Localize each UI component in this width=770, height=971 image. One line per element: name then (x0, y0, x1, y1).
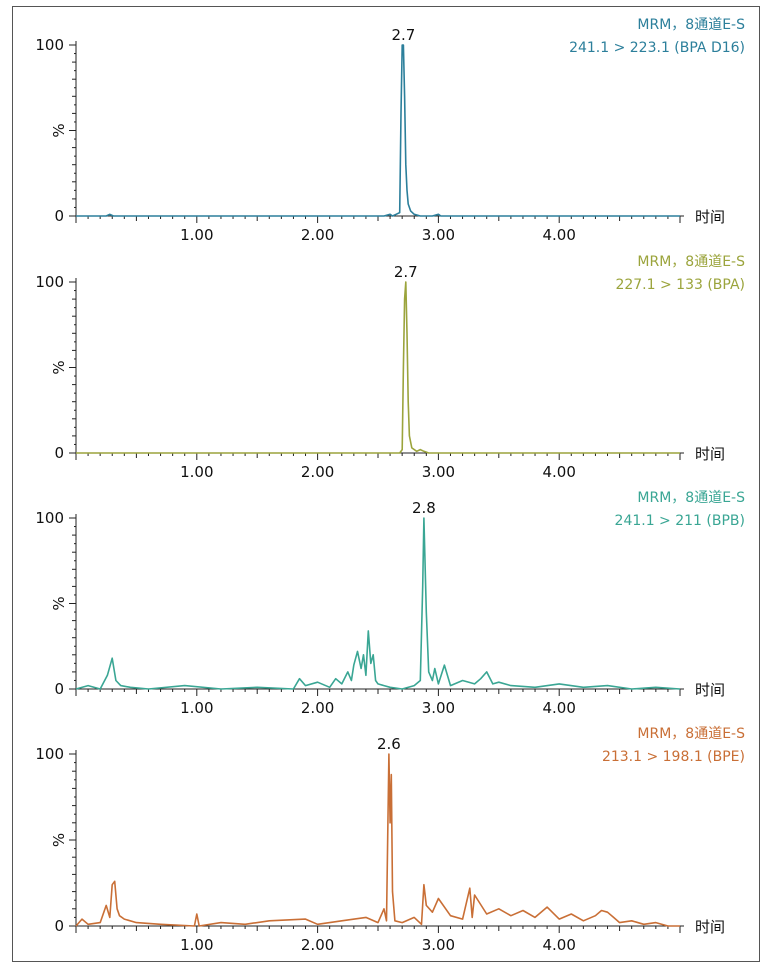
x-tick-label: 2.00 (301, 226, 334, 244)
peak-label: 2.7 (391, 26, 415, 44)
x-tick-label: 4.00 (542, 699, 575, 717)
y-tick-label: 100 (35, 273, 64, 291)
legend-entry: 241.1 > 223.1 (BPA D16) (569, 40, 745, 56)
chart-panel-2: 0 100% 1.00 2.00 3.00 4.00 时间 2.7 MRM，8通道E-S 227.… (35, 254, 745, 481)
y-axis-label: % (50, 123, 68, 137)
chart-panel-3: 0 100% 1.00 2.00 3.00 4.00 时间 2.8 MRM，8通道E-S 241.… (35, 490, 745, 717)
x-tick-label: 4.00 (542, 226, 575, 244)
x-tick-label: 2.00 (301, 699, 334, 717)
y-axis-label: % (50, 596, 68, 610)
series-line (75, 517, 681, 690)
x-tick-label: 3.00 (422, 463, 455, 481)
legend-entry: MRM，8通道E-S (637, 490, 745, 506)
peak-label: 2.8 (412, 499, 436, 517)
x-tick-label: 3.00 (422, 936, 455, 954)
x-tick-label: 4.00 (542, 463, 575, 481)
x-tick-label: 2.00 (301, 463, 334, 481)
y-axis-label: % (50, 833, 68, 847)
x-tick-label: 4.00 (542, 936, 575, 954)
series-line (76, 281, 680, 454)
x-tick-label: 3.00 (422, 226, 455, 244)
legend-entry: MRM，8通道E-S (637, 254, 745, 270)
peak-label: 2.7 (394, 263, 418, 281)
chromatogram-frame (12, 6, 760, 962)
chart-panel-1: 0 100% 1.00 2.00 3.00 4.00 时间 2.7 MRM，8通道E-S 241.… (35, 17, 745, 244)
y-tick-label: 100 (35, 745, 64, 763)
x-axis-label: 时间 (695, 681, 725, 699)
y-tick-label: 100 (35, 509, 64, 527)
peak-label: 2.6 (377, 735, 401, 753)
y-tick-label: 0 (54, 444, 64, 462)
x-tick-label: 1.00 (180, 936, 213, 954)
legend-entry: 213.1 > 198.1 (BPE) (602, 749, 745, 765)
x-axis-label: 时间 (695, 445, 725, 463)
y-tick-label: 100 (35, 36, 64, 54)
x-axis-label: 时间 (695, 918, 725, 936)
x-axis-label: 时间 (695, 208, 725, 226)
y-tick-label: 0 (54, 917, 64, 935)
legend-entry: 241.1 > 211 (BPB) (615, 513, 745, 529)
series-line (75, 753, 680, 927)
series-line (76, 44, 680, 217)
legend-entry: MRM，8通道E-S (637, 17, 745, 33)
y-axis-label: % (50, 360, 68, 374)
x-tick-label: 1.00 (180, 463, 213, 481)
x-tick-label: 1.00 (180, 226, 213, 244)
legend-entry: MRM，8通道E-S (637, 726, 745, 742)
y-tick-label: 0 (54, 680, 64, 698)
x-tick-label: 2.00 (301, 936, 334, 954)
x-tick-label: 3.00 (422, 699, 455, 717)
x-tick-label: 1.00 (180, 699, 213, 717)
y-tick-label: 0 (54, 207, 64, 225)
chart-panel-4: 0 100% 1.00 2.00 3.00 4.00 时间 2.6 MRM，8通道E-S 213.… (35, 726, 745, 954)
legend-entry: 227.1 > 133 (BPA) (615, 277, 745, 293)
